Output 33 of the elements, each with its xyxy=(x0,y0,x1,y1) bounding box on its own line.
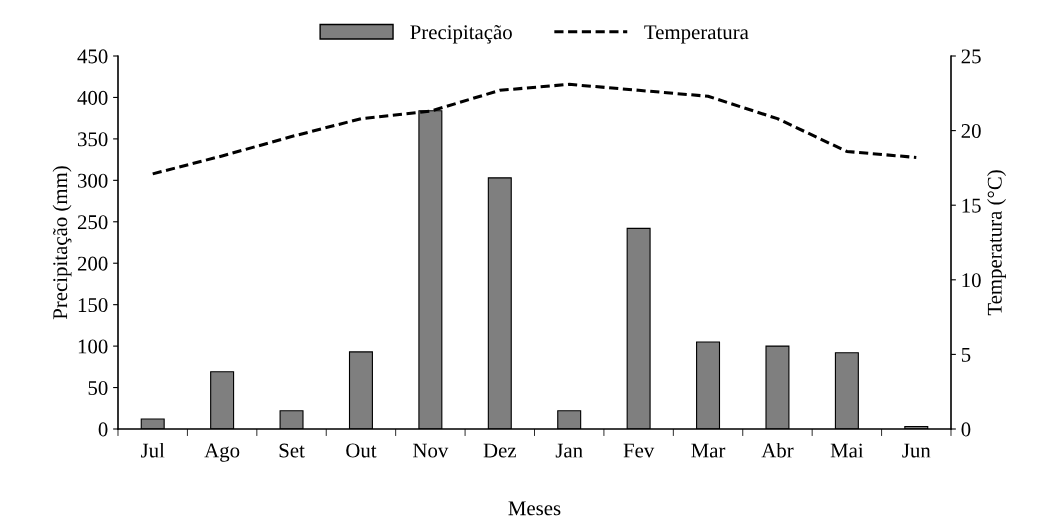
y-tick-label: 400 xyxy=(77,90,108,105)
y-tick-label: 200 xyxy=(77,256,108,271)
x-tick-label: Nov xyxy=(413,443,449,458)
x-tick-label: Jan xyxy=(555,443,583,458)
y-tick-label: 50 xyxy=(88,380,108,395)
legend-label: Temperatura xyxy=(644,25,749,44)
x-tick-label: Mar xyxy=(691,443,726,458)
x-tick-label: Ago xyxy=(204,443,240,462)
y2-tick-label: 25 xyxy=(961,49,981,64)
x-axis-title: Meses xyxy=(508,501,561,516)
x-tick-label: Jul xyxy=(140,442,165,458)
x-tick-label: Out xyxy=(346,443,377,458)
x-tick-label: Fev xyxy=(623,443,655,458)
y-tick-label: 250 xyxy=(77,215,108,230)
y-axis-title: Precipitação (mm) xyxy=(52,166,72,320)
y2-tick-label: 0 xyxy=(961,422,971,437)
y-tick-label: 300 xyxy=(78,173,108,188)
y-tick-label: 450 xyxy=(77,49,108,64)
y-tick-label: 350 xyxy=(78,132,108,147)
legend-label: Precipitação xyxy=(410,25,512,44)
y-tick-label: 150 xyxy=(78,298,108,313)
x-tick-label: Abr xyxy=(761,442,794,458)
y2-axis-title: Temperatura (°C) xyxy=(987,170,1006,316)
x-tick-label: Dez xyxy=(483,443,516,458)
y-tick-label: 100 xyxy=(78,339,108,354)
y-tick-label: 0 xyxy=(98,422,108,437)
y2-tick-label: 15 xyxy=(962,198,981,213)
y2-tick-label: 10 xyxy=(962,273,981,288)
y2-tick-label: 5 xyxy=(961,347,971,362)
y2-tick-label: 20 xyxy=(961,123,981,139)
x-tick-label: Jun xyxy=(902,443,931,458)
x-tick-label: Set xyxy=(279,443,305,458)
x-tick-label: Mai xyxy=(830,443,864,458)
